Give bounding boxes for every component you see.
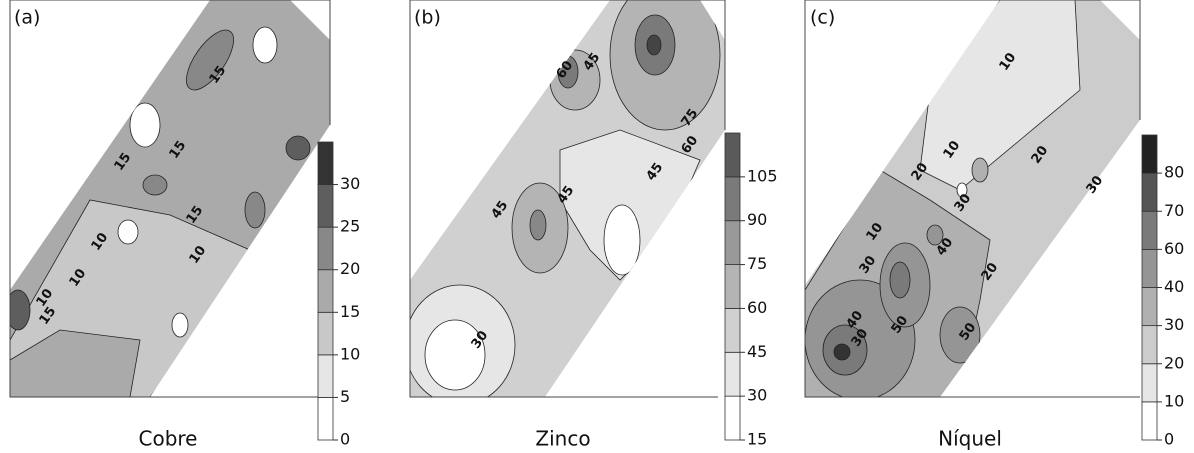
colorbar-band — [1141, 287, 1158, 327]
colorbar-tick-label: 5 — [340, 387, 350, 406]
colorbar-band — [724, 176, 741, 222]
frame — [9, 0, 331, 398]
colorbar-tick-label: 30 — [747, 386, 767, 405]
colorbar-band — [317, 354, 334, 398]
colorbar-band — [1141, 134, 1158, 174]
colorbar-band — [1141, 325, 1158, 365]
colorbar-tick-label: 25 — [340, 217, 360, 236]
panel-title: Cobre — [139, 427, 198, 451]
colorbar-tick-label: 40 — [1164, 277, 1184, 296]
colorbar-tick-label: 0 — [340, 430, 350, 449]
colorbar-band — [724, 308, 741, 353]
colorbar-tick-label: 45 — [747, 342, 767, 361]
colorbar-band — [1141, 172, 1158, 212]
map-a — [10, 0, 330, 397]
colorbar-band — [317, 311, 334, 356]
colorbar-tick-label: 60 — [747, 298, 767, 317]
colorbar-tick-label: 15 — [340, 302, 360, 321]
colorbar-tick-label: 15 — [747, 430, 767, 449]
panel-title: Zinco — [535, 427, 590, 451]
colorbar-tick-label: 90 — [747, 210, 767, 229]
colorbar-band — [724, 351, 741, 397]
frame — [804, 0, 1141, 398]
colorbar-tick-label: 30 — [1164, 315, 1184, 334]
colorbar-tick-label: 0 — [1164, 430, 1174, 449]
colorbar-band — [724, 132, 741, 178]
colorbar-tick-label: 10 — [340, 344, 360, 363]
panel-label: (a) — [14, 7, 40, 29]
colorbar-tick-label: 60 — [1164, 239, 1184, 258]
colorbar-band — [1141, 401, 1158, 441]
colorbar-band — [1141, 363, 1158, 403]
panel-title: Níquel — [938, 427, 1002, 451]
colorbar-tick-label: 30 — [340, 174, 360, 193]
colorbar-band — [317, 397, 334, 441]
colorbar-band — [1141, 210, 1158, 250]
colorbar-tick-label: 105 — [747, 166, 778, 185]
panel-label: (c) — [810, 7, 835, 29]
colorbar-band — [317, 141, 334, 185]
colorbar-band — [317, 184, 334, 228]
colorbar-tick-label: 70 — [1164, 201, 1184, 220]
colorbar-band — [724, 264, 741, 309]
colorbar-band — [317, 269, 334, 313]
colorbar-tick-label: 20 — [1164, 353, 1184, 372]
colorbar-tick-label: 80 — [1164, 163, 1184, 182]
frame — [409, 0, 726, 398]
colorbar-band — [317, 226, 334, 271]
colorbar-tick-label: 10 — [1164, 391, 1184, 410]
panel-label: (b) — [414, 7, 441, 29]
colorbar-tick-label: 20 — [340, 259, 360, 278]
colorbar-band — [724, 395, 741, 441]
colorbar-tick-label: 75 — [747, 254, 767, 273]
colorbar-band — [724, 220, 741, 265]
colorbar-band — [1141, 248, 1158, 288]
